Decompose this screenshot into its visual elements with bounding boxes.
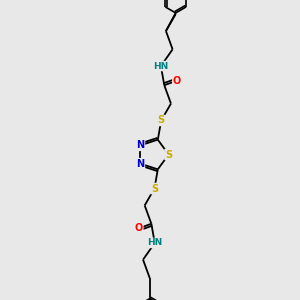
Text: HN: HN: [147, 238, 162, 247]
Text: O: O: [134, 224, 143, 233]
Text: S: S: [151, 184, 158, 194]
Text: HN: HN: [153, 61, 169, 70]
Text: O: O: [173, 76, 181, 85]
Text: N: N: [136, 159, 144, 169]
Text: S: S: [165, 149, 172, 160]
Text: N: N: [136, 140, 144, 150]
Text: S: S: [158, 116, 165, 125]
